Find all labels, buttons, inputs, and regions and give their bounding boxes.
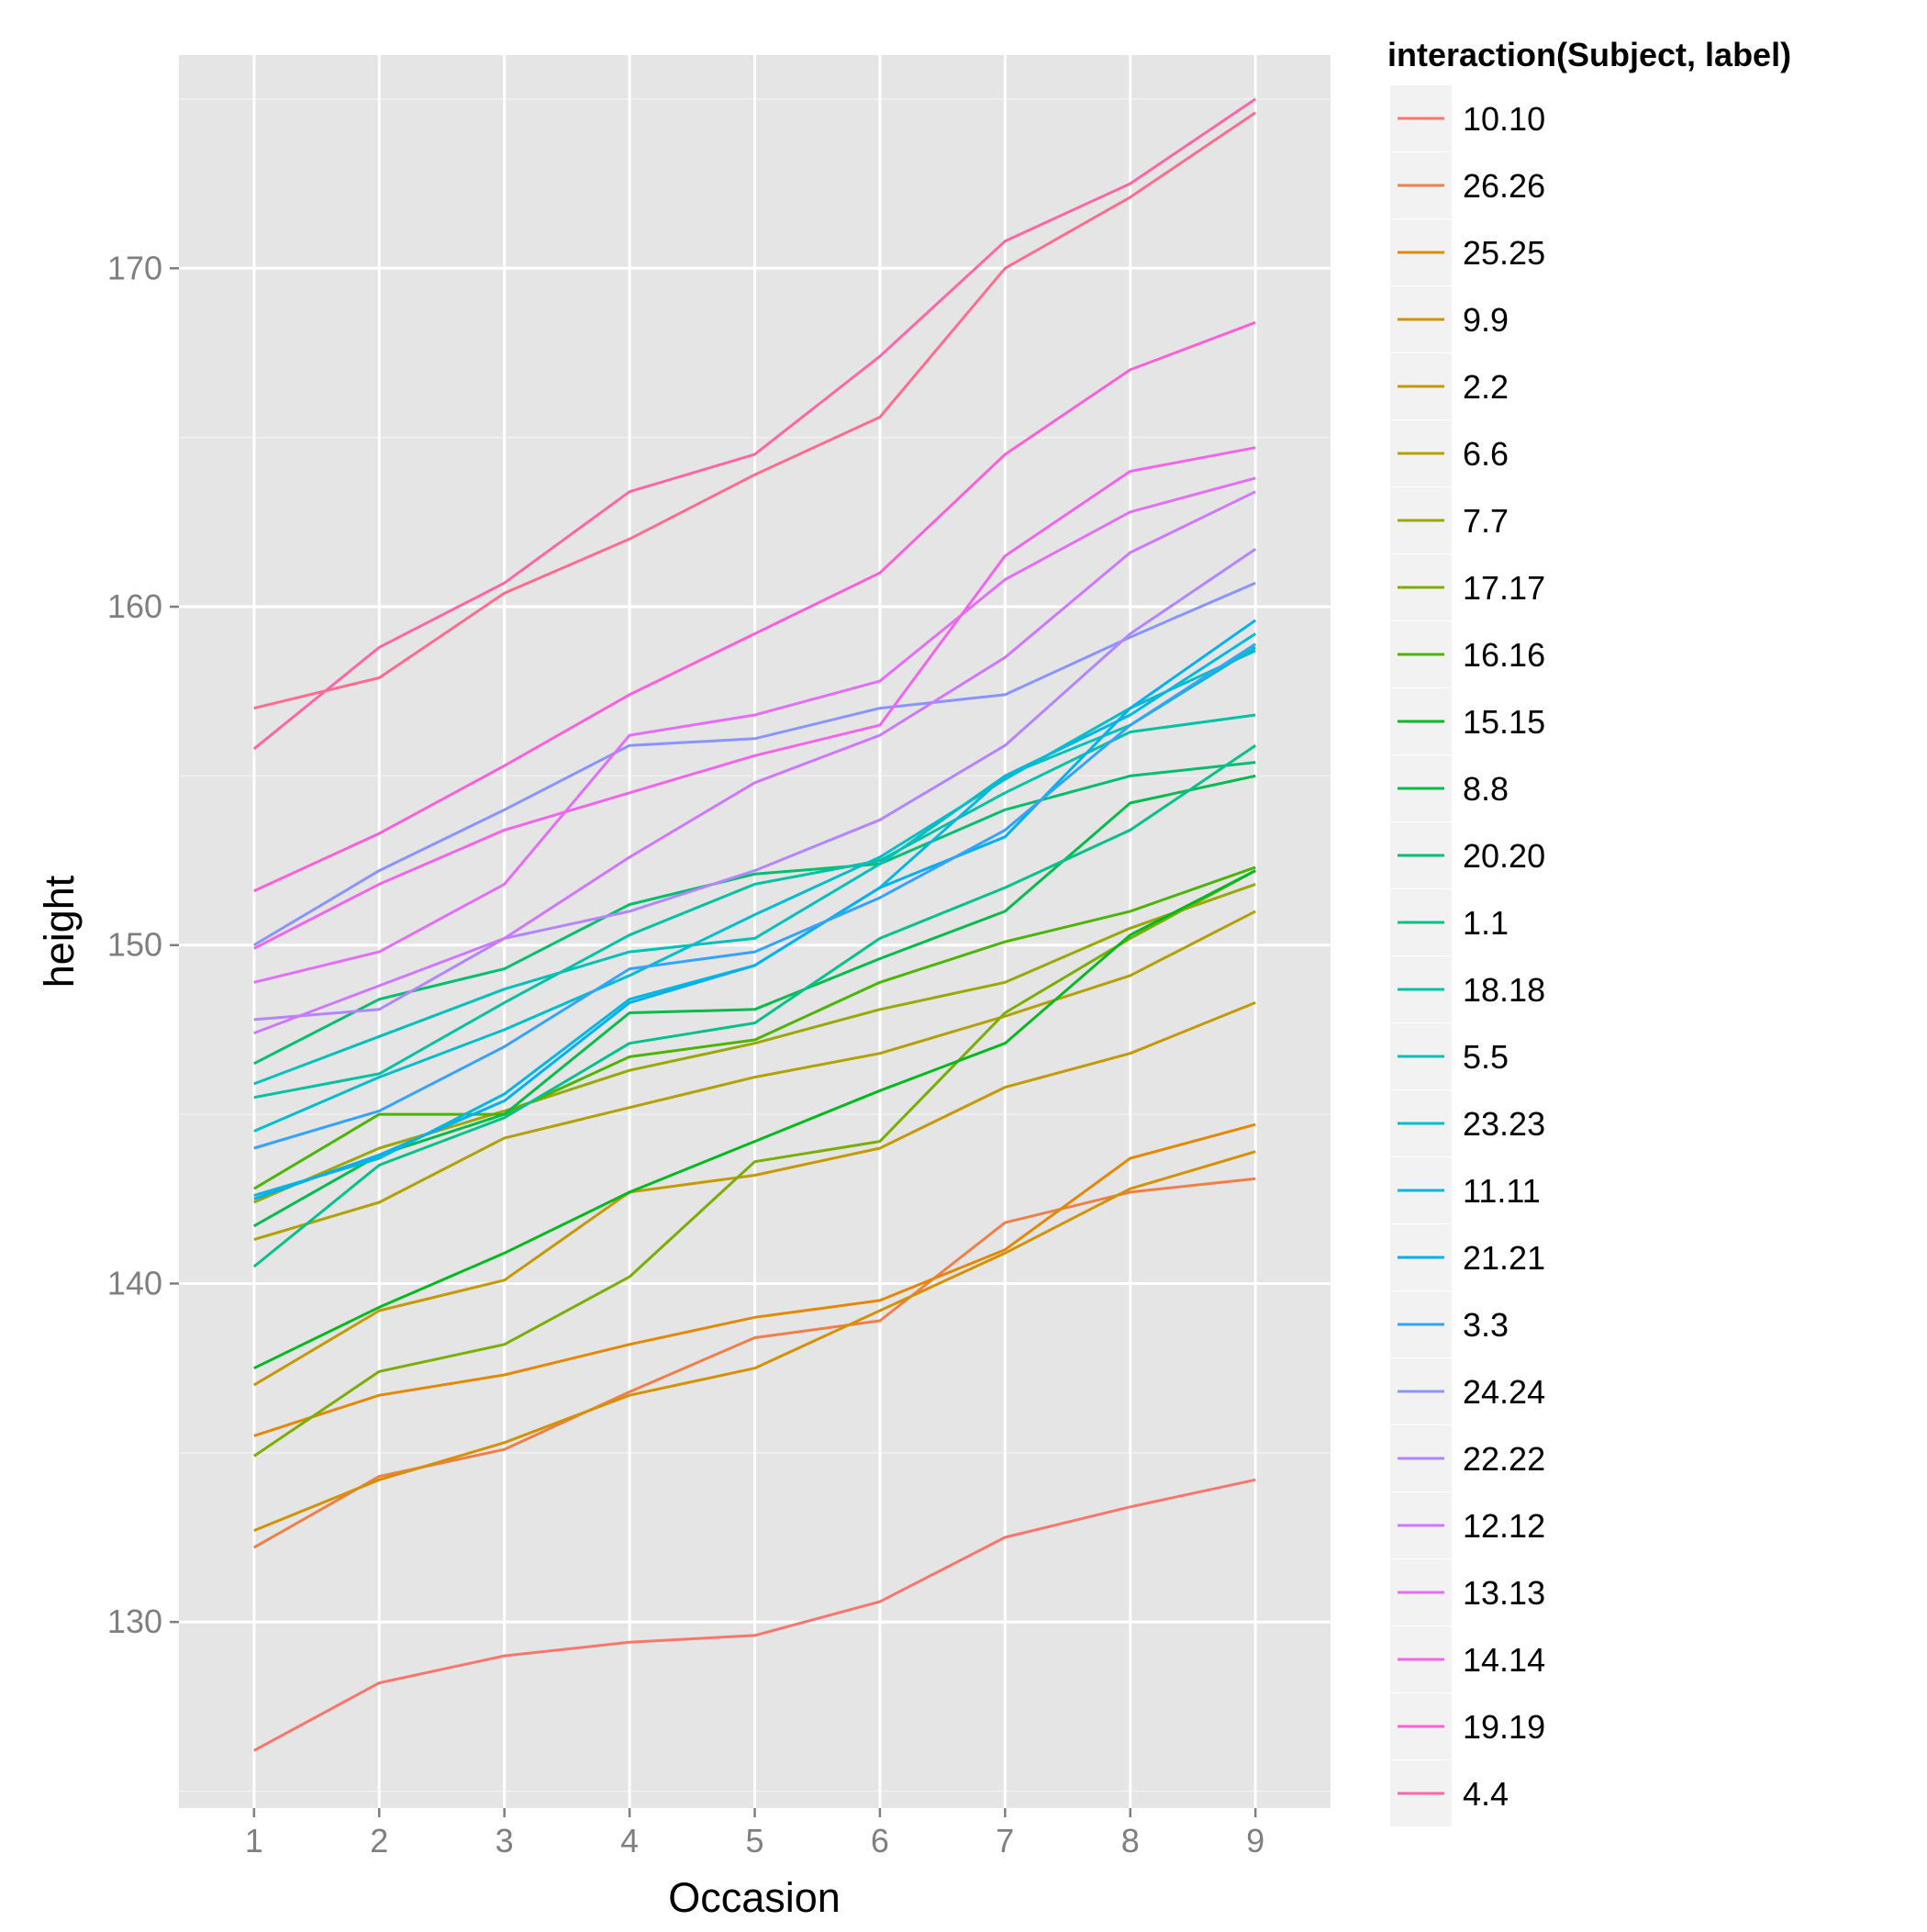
legend-label: 6.6 — [1463, 435, 1509, 473]
series-line-21.21 — [253, 619, 1257, 1201]
legend-label: 12.12 — [1463, 1507, 1545, 1545]
legend-label: 8.8 — [1463, 770, 1509, 808]
series-line-22.22 — [253, 548, 1257, 1022]
series-line-24.24 — [253, 581, 1256, 946]
series-line-5.5 — [253, 646, 1256, 1086]
legend-label: 22.22 — [1463, 1440, 1545, 1478]
legend-label: 3.3 — [1463, 1306, 1509, 1344]
x-tick-label: 2 — [370, 1822, 388, 1859]
legend-label: 10.10 — [1463, 100, 1545, 138]
series-line-9.9 — [253, 1150, 1256, 1532]
legend-label: 9.9 — [1463, 301, 1509, 339]
x-tick-label: 3 — [496, 1822, 514, 1859]
x-tick-label: 8 — [1121, 1822, 1140, 1859]
legend-label: 16.16 — [1463, 636, 1545, 674]
legend-label: 5.5 — [1463, 1038, 1509, 1076]
y-axis-title: height — [36, 875, 83, 988]
x-tick-label: 6 — [871, 1822, 889, 1859]
x-tick-label: 7 — [996, 1822, 1014, 1859]
legend-label: 19.19 — [1463, 1708, 1545, 1746]
series-line-10.10 — [253, 1478, 1256, 1752]
legend-label: 20.20 — [1463, 837, 1545, 875]
legend-label: 25.25 — [1463, 234, 1545, 272]
major-gridlines — [179, 55, 1331, 1808]
series-line-17.17 — [252, 869, 1256, 1457]
legend-label: 17.17 — [1463, 569, 1545, 607]
legend-label: 24.24 — [1463, 1373, 1545, 1411]
legend-label: 26.26 — [1463, 167, 1545, 205]
legend-label: 2.2 — [1463, 368, 1509, 406]
legend-label: 13.13 — [1463, 1574, 1545, 1612]
series-line-19.19 — [253, 320, 1256, 893]
series-line-20.20 — [253, 761, 1256, 1066]
y-tick-label: 150 — [107, 926, 162, 964]
series-line-3.3 — [253, 642, 1257, 1150]
y-tick-label: 140 — [107, 1264, 162, 1301]
series-line-25.25 — [253, 1122, 1256, 1437]
legend-title: interaction(Subject, label) — [1387, 36, 1791, 73]
legend-keys: 10.10 26.26 25.25 9.9 2.2 6.6 7.7 17.17 16.16 15.… — [1390, 85, 1545, 1826]
legend-label: 7.7 — [1463, 502, 1509, 540]
y-tick-label: 130 — [107, 1603, 162, 1640]
legend-label: 15.15 — [1463, 703, 1545, 741]
x-tick-label: 1 — [245, 1822, 263, 1859]
legend-label: 1.1 — [1463, 904, 1509, 942]
series-line-6.6 — [253, 910, 1256, 1241]
x-tick-label: 5 — [745, 1822, 763, 1859]
series-lines — [252, 97, 1257, 1752]
legend-label: 23.23 — [1463, 1105, 1545, 1143]
x-axis: 1 2 3 4 5 6 7 8 9 — [245, 1808, 1264, 1859]
series-line-4.4 — [252, 97, 1257, 751]
x-tick-label: 9 — [1246, 1822, 1264, 1859]
series-line-1.1 — [252, 743, 1257, 1268]
series-line-14.14 — [253, 446, 1256, 950]
series-line-14.14b — [253, 111, 1257, 710]
series-line-2.2 — [253, 1001, 1256, 1387]
y-tick-label: 160 — [107, 587, 162, 625]
series-line-15.15 — [253, 869, 1256, 1370]
series-line-8.8 — [253, 774, 1256, 1228]
y-axis: 130 140 150 160 170 — [107, 249, 179, 1640]
x-axis-title: Occasion — [668, 1874, 841, 1921]
series-line-16.16 — [253, 865, 1256, 1190]
y-tick-label: 170 — [107, 249, 162, 286]
series-line-23.23 — [253, 649, 1256, 1133]
x-tick-label: 4 — [620, 1822, 639, 1859]
series-line-13.13 — [253, 476, 1256, 984]
legend-label: 4.4 — [1463, 1775, 1509, 1813]
legend-label: 14.14 — [1463, 1641, 1545, 1679]
legend-label: 18.18 — [1463, 971, 1545, 1009]
legend-label: 21.21 — [1463, 1239, 1545, 1277]
series-line-12.12 — [253, 490, 1256, 1035]
legend: interaction(Subject, label) 10.10 26.26 25… — [1387, 36, 1791, 1826]
legend-label: 11.11 — [1463, 1172, 1541, 1210]
